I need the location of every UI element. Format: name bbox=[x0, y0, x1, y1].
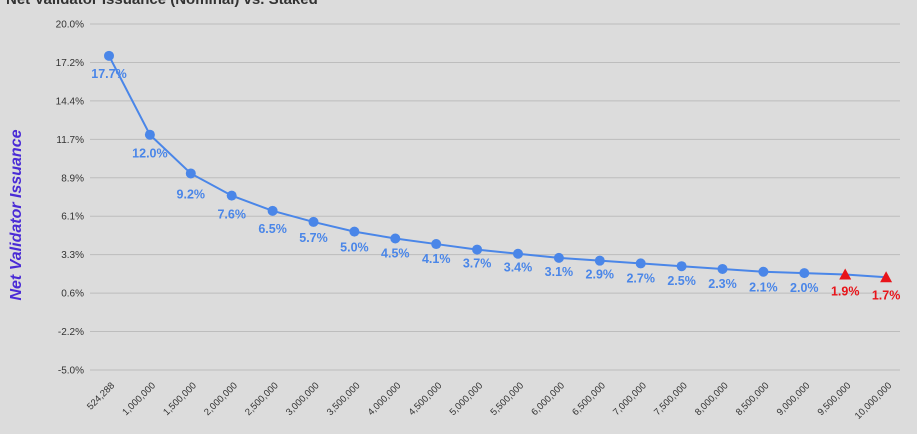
y-tick-label: 20.0% bbox=[56, 20, 84, 31]
y-tick-label: 8.9% bbox=[61, 173, 84, 184]
data-point bbox=[635, 258, 646, 269]
x-tick-label: 3,500,000 bbox=[325, 380, 363, 418]
data-point bbox=[513, 248, 523, 259]
data-point bbox=[799, 268, 810, 279]
data-point bbox=[431, 239, 442, 250]
data-point bbox=[185, 168, 196, 179]
x-tick-label: 2,500,000 bbox=[243, 380, 281, 418]
data-label: 2.9% bbox=[586, 268, 615, 282]
y-tick-label: 11.7% bbox=[56, 135, 84, 146]
data-label: 7.6% bbox=[217, 208, 246, 222]
data-point bbox=[717, 263, 728, 274]
series-polyline bbox=[108, 55, 887, 279]
x-tick-label: 1,500,000 bbox=[161, 380, 199, 418]
data-label: 12.0% bbox=[132, 147, 167, 161]
x-tick-label: 6,500,000 bbox=[570, 380, 608, 418]
x-tick-label: 2,000,000 bbox=[202, 380, 240, 418]
y-tick-label: -5.0% bbox=[58, 366, 84, 377]
x-tick-label: 7,500,000 bbox=[652, 380, 690, 418]
data-label: 3.7% bbox=[463, 257, 492, 271]
series-line bbox=[108, 55, 887, 279]
x-tick-label: 8,000,000 bbox=[693, 380, 731, 418]
x-tick-label: 9,000,000 bbox=[775, 380, 813, 418]
data-label: 2.5% bbox=[667, 274, 696, 288]
data-points bbox=[104, 50, 893, 283]
grid-lines bbox=[90, 23, 900, 371]
data-label: 5.7% bbox=[299, 231, 328, 245]
data-label: 2.3% bbox=[708, 277, 737, 291]
data-label: 17.7% bbox=[91, 67, 126, 81]
x-tick-label: 5,000,000 bbox=[448, 380, 486, 418]
x-tick-label: 4,500,000 bbox=[407, 380, 445, 418]
data-point bbox=[144, 129, 155, 140]
x-tick-label: 10,000,000 bbox=[853, 380, 894, 421]
data-point bbox=[104, 50, 114, 61]
data-label: 2.1% bbox=[749, 281, 778, 295]
x-tick-label: 524,288 bbox=[85, 380, 117, 412]
data-label: 4.5% bbox=[381, 247, 410, 261]
data-point-highlight bbox=[880, 271, 893, 283]
data-label: 3.1% bbox=[545, 265, 574, 279]
data-point bbox=[267, 205, 278, 216]
data-point bbox=[676, 261, 687, 272]
data-point bbox=[472, 244, 483, 255]
x-tick-label: 5,500,000 bbox=[488, 380, 526, 418]
data-labels: 17.7% 12.0% 9.2% 7.6% 6.5% 5.7% 5.0% 4.5% 4.1% 3.… bbox=[91, 67, 900, 302]
data-label: 4.1% bbox=[422, 252, 451, 266]
x-tick-label: 1,000,000 bbox=[120, 380, 158, 418]
x-tick-label: 4,000,000 bbox=[366, 380, 404, 418]
x-tick-label: 6,000,000 bbox=[529, 380, 567, 418]
x-tick-label: 3,000,000 bbox=[284, 380, 322, 418]
data-point-highlight bbox=[839, 268, 852, 280]
chart-title: Net Validator Issuance (Nominal) vs. Sta… bbox=[6, 0, 318, 8]
data-point bbox=[390, 233, 401, 244]
data-point bbox=[226, 190, 237, 201]
y-tick-label: 6.1% bbox=[61, 212, 84, 223]
data-label: 5.0% bbox=[340, 241, 369, 255]
data-point bbox=[594, 255, 605, 266]
data-label: 2.0% bbox=[790, 281, 819, 295]
x-tick-label: 7,000,000 bbox=[611, 380, 649, 418]
data-point bbox=[349, 226, 360, 237]
data-label: 1.9% bbox=[831, 285, 860, 299]
x-tick-label: 9,500,000 bbox=[816, 380, 854, 418]
y-tick-label: 0.6% bbox=[61, 289, 84, 300]
data-label: 3.4% bbox=[504, 261, 533, 275]
y-tick-label: 3.3% bbox=[61, 250, 84, 261]
data-label: 2.7% bbox=[626, 271, 655, 285]
data-label: 1.7% bbox=[872, 288, 901, 302]
data-label: 6.5% bbox=[258, 222, 287, 236]
data-label: 9.2% bbox=[177, 187, 206, 201]
data-point bbox=[553, 252, 564, 263]
data-point bbox=[758, 266, 769, 277]
y-tick-label: -2.2% bbox=[58, 327, 84, 338]
data-point bbox=[308, 216, 319, 227]
y-tick-label: 17.2% bbox=[56, 58, 84, 69]
x-tick-label: 8,500,000 bbox=[734, 380, 772, 418]
y-tick-labels: 20.0% 17.2% 14.4% 11.7% 8.9% 6.1% 3.3% 0.6% -2.2… bbox=[56, 20, 84, 377]
y-tick-label: 14.4% bbox=[56, 96, 84, 107]
x-tick-labels: 524,288 1,000,000 1,500,000 2,000,000 2,500,… bbox=[85, 380, 894, 421]
